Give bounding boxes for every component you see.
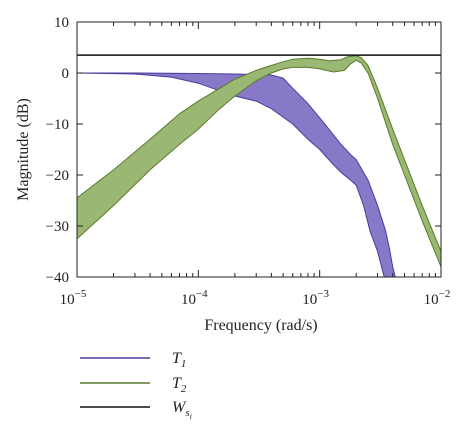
plot-frame — [76, 21, 442, 278]
plot-area — [77, 54, 441, 277]
x-tick-base: 10 — [302, 292, 317, 308]
legend-label-main: T — [172, 375, 182, 392]
series-band-T2 — [77, 55, 441, 267]
legend-label-Ws_i: Wsi — [172, 399, 192, 421]
x-tick-base: 10 — [424, 292, 439, 308]
x-tick-exponent: −3 — [317, 288, 329, 300]
legend-label-sub: s — [185, 407, 189, 419]
y-tick-label: 0 — [62, 66, 70, 82]
x-tick-label: 10−2 — [424, 288, 451, 308]
legend-label-sub: 1 — [181, 358, 187, 370]
y-tick-label: 10 — [54, 15, 69, 31]
x-axis-label: Frequency (rad/s) — [204, 317, 317, 334]
y-tick-label: −10 — [46, 117, 69, 133]
x-tick-label: 10−4 — [181, 288, 208, 308]
legend-label-T1: T1 — [172, 350, 186, 370]
y-tick-label: −20 — [46, 168, 69, 184]
y-tick-label: −30 — [46, 219, 69, 235]
y-tick-label: −40 — [46, 270, 69, 286]
x-tick-base: 10 — [181, 292, 196, 308]
legend-label-main: W — [172, 399, 187, 416]
x-tick-label: 10−5 — [60, 288, 87, 308]
y-axis-label: Magnitude (dB) — [15, 98, 32, 201]
legend-label-T2: T2 — [172, 375, 187, 395]
x-tick-base: 10 — [60, 292, 75, 308]
series-band-T1 — [77, 72, 396, 277]
x-tick-exponent: −5 — [75, 288, 87, 300]
x-tick-exponent: −2 — [439, 288, 451, 300]
x-tick-label: 10−3 — [302, 288, 329, 308]
legend-label-subsub: i — [190, 412, 192, 421]
legend-label-sub: 2 — [181, 383, 187, 395]
x-tick-exponent: −4 — [196, 288, 208, 300]
legend-label-main: T — [172, 350, 182, 367]
